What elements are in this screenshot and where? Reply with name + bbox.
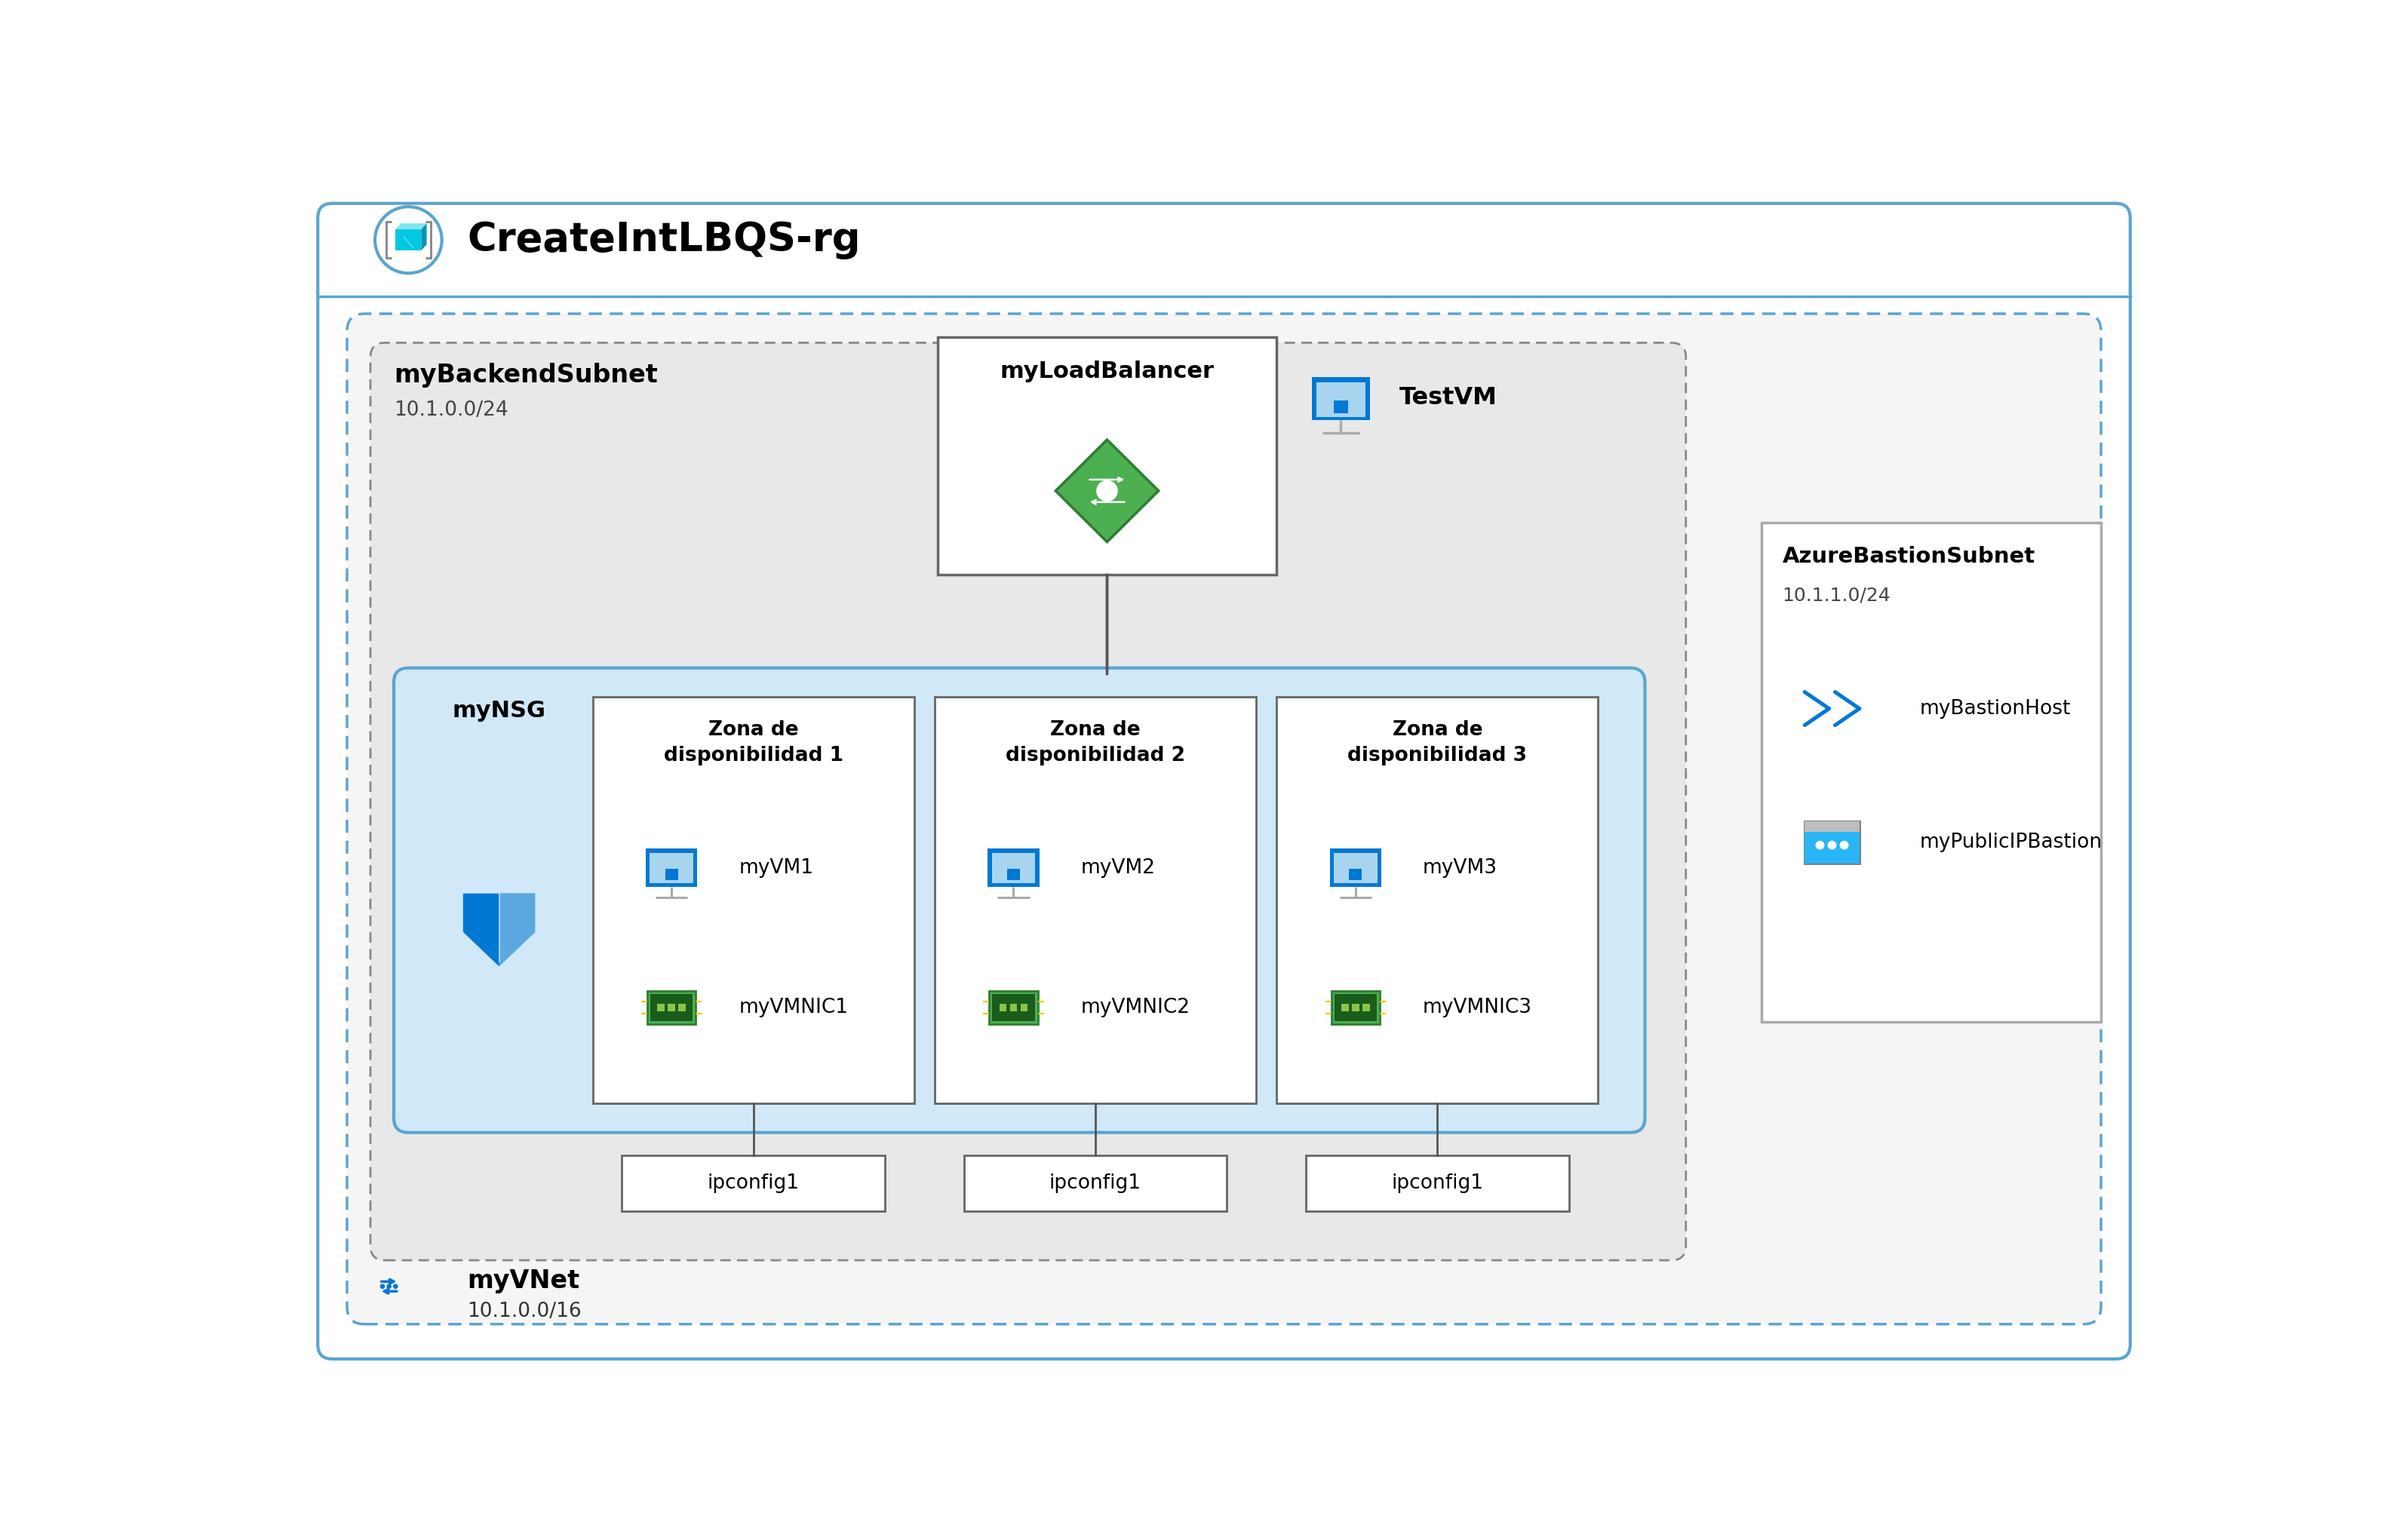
- Text: Zona de
disponibilidad 3: Zona de disponibilidad 3: [1348, 721, 1528, 765]
- Polygon shape: [500, 893, 536, 966]
- Circle shape: [394, 1284, 396, 1289]
- Text: myVNet: myVNet: [466, 1267, 579, 1294]
- Text: myPublicIPBastion: myPublicIPBastion: [1919, 832, 2102, 852]
- Bar: [999, 1004, 1006, 1012]
- Polygon shape: [464, 893, 536, 966]
- Text: myVMNIC2: myVMNIC2: [1081, 998, 1189, 1018]
- Bar: [1804, 821, 1859, 832]
- Bar: [1352, 1004, 1360, 1012]
- Bar: [1804, 832, 1859, 864]
- Bar: [649, 853, 694, 884]
- Bar: [1763, 522, 2102, 1023]
- Text: myNSG: myNSG: [452, 699, 545, 722]
- Bar: [658, 1004, 665, 1012]
- Bar: [1340, 1004, 1348, 1012]
- Bar: [1331, 849, 1381, 887]
- Circle shape: [375, 206, 442, 273]
- Bar: [1362, 1004, 1369, 1012]
- Polygon shape: [1054, 440, 1158, 542]
- Text: AzureBastionSubnet: AzureBastionSubnet: [1782, 547, 2034, 567]
- Bar: [646, 849, 697, 887]
- Bar: [622, 1155, 884, 1210]
- Text: TestVM: TestVM: [1400, 387, 1496, 410]
- FancyBboxPatch shape: [394, 668, 1645, 1132]
- Text: myBastionHost: myBastionHost: [1919, 699, 2071, 718]
- Bar: [677, 1004, 687, 1012]
- Circle shape: [1816, 841, 1823, 849]
- Text: myVMNIC3: myVMNIC3: [1422, 998, 1532, 1018]
- Text: 10.1.1.0/24: 10.1.1.0/24: [1782, 587, 1890, 605]
- Bar: [992, 995, 1035, 1021]
- Bar: [990, 992, 1038, 1024]
- Polygon shape: [420, 223, 428, 251]
- Bar: [665, 869, 677, 881]
- Bar: [1006, 869, 1021, 881]
- FancyBboxPatch shape: [346, 314, 2102, 1324]
- Text: 10.1.0.0/24: 10.1.0.0/24: [394, 400, 509, 420]
- Bar: [1333, 853, 1376, 884]
- Text: Zona de
disponibilidad 2: Zona de disponibilidad 2: [1006, 721, 1184, 765]
- Bar: [934, 698, 1256, 1104]
- Text: Zona de
disponibilidad 1: Zona de disponibilidad 1: [663, 721, 843, 765]
- Circle shape: [1840, 841, 1847, 849]
- Bar: [593, 698, 915, 1104]
- Bar: [1307, 1155, 1569, 1210]
- Bar: [1804, 821, 1859, 864]
- Bar: [1009, 1004, 1016, 1012]
- Bar: [937, 337, 1275, 574]
- Circle shape: [387, 1284, 392, 1289]
- Text: myBackendSubnet: myBackendSubnet: [394, 363, 658, 388]
- Text: 10.1.0.0/16: 10.1.0.0/16: [466, 1301, 581, 1321]
- Bar: [651, 995, 692, 1021]
- Bar: [646, 992, 697, 1024]
- Text: ipconfig1: ipconfig1: [706, 1173, 800, 1194]
- Bar: [1331, 992, 1379, 1024]
- Text: ipconfig1: ipconfig1: [1391, 1173, 1484, 1194]
- Bar: [1316, 382, 1367, 417]
- Bar: [668, 1004, 675, 1012]
- FancyBboxPatch shape: [317, 203, 2131, 1358]
- Bar: [1333, 995, 1376, 1021]
- Text: myVM2: myVM2: [1081, 858, 1155, 878]
- Bar: [1021, 1004, 1028, 1012]
- Bar: [1311, 377, 1369, 420]
- Text: ipconfig1: ipconfig1: [1050, 1173, 1141, 1194]
- Bar: [1350, 869, 1362, 881]
- Bar: [987, 849, 1040, 887]
- Circle shape: [1098, 480, 1117, 501]
- Bar: [992, 853, 1035, 884]
- Text: myLoadBalancer: myLoadBalancer: [999, 360, 1213, 382]
- Text: myVM1: myVM1: [740, 858, 814, 878]
- Bar: [1333, 400, 1348, 413]
- Bar: [963, 1155, 1227, 1210]
- Polygon shape: [396, 229, 420, 251]
- Circle shape: [1828, 841, 1835, 849]
- FancyBboxPatch shape: [370, 343, 1686, 1260]
- Bar: [1275, 698, 1597, 1104]
- Polygon shape: [396, 223, 428, 229]
- Text: myVMNIC1: myVMNIC1: [740, 998, 848, 1018]
- Text: CreateIntLBQS-rg: CreateIntLBQS-rg: [466, 220, 860, 260]
- Text: myVM3: myVM3: [1422, 858, 1496, 878]
- Circle shape: [380, 1284, 384, 1289]
